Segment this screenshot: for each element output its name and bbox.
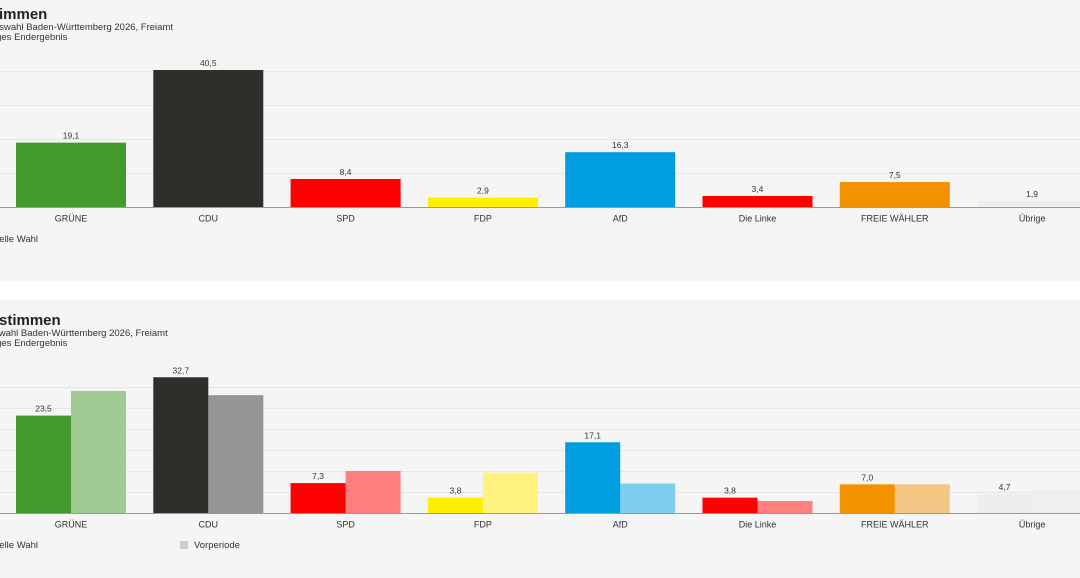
- chart-title: tstimmen: [0, 312, 61, 329]
- category-label: CDU: [199, 214, 219, 224]
- legend-item-previous: Vorperiode: [180, 540, 240, 551]
- data-label: 1,9: [1026, 189, 1038, 199]
- category-label: SPD: [336, 520, 355, 530]
- bar-current: [153, 377, 209, 514]
- data-label: 19,1: [63, 131, 80, 141]
- bar-previous: [894, 484, 950, 514]
- data-label: 2,9: [477, 186, 489, 196]
- category-label: FDP: [474, 214, 492, 224]
- bar-current: [153, 70, 264, 208]
- data-label: 8,4: [340, 167, 352, 177]
- category-label: CDU: [199, 520, 219, 530]
- bar-current: [702, 195, 813, 208]
- bar-current: [16, 415, 71, 514]
- legend-label: uelle Wahl: [0, 234, 39, 245]
- legend-swatch: [180, 541, 188, 549]
- bar-current: [839, 484, 895, 514]
- category-label: AfD: [613, 214, 629, 224]
- chart-title: timmen: [0, 6, 48, 23]
- chart-subtitle-line: swahl Baden-Württemberg 2026, Freiamt: [0, 328, 168, 339]
- bar-current: [977, 493, 1033, 514]
- bar-previous: [345, 471, 401, 514]
- data-label: 7,0: [861, 472, 873, 482]
- data-label: 3,8: [449, 486, 461, 496]
- bar-previous: [1032, 489, 1080, 514]
- category-label: GRÜNE: [55, 520, 88, 530]
- data-label: 17,1: [584, 430, 601, 440]
- data-label: 7,5: [889, 170, 901, 180]
- bar-previous: [208, 395, 264, 514]
- bar-current: [565, 442, 621, 514]
- category-label: SPD: [336, 214, 355, 224]
- bar-current: [16, 142, 126, 208]
- legend-label: uelle Wahl: [0, 540, 39, 551]
- data-label: 3,8: [724, 486, 736, 496]
- data-label: 16,3: [612, 140, 629, 150]
- bar-current: [290, 483, 346, 514]
- bar-current: [565, 152, 676, 208]
- first-vote-chart-panel: timmen gswahl Baden-Württemberg 2026, Fr…: [0, 0, 1080, 281]
- legend-label: Vorperiode: [194, 540, 240, 551]
- data-label: 32,7: [173, 365, 190, 375]
- data-label: 4,7: [999, 482, 1011, 492]
- second-vote-chart-panel: tstimmen swahl Baden-Württemberg 2026, F…: [0, 300, 1080, 578]
- data-label: 7,3: [312, 471, 324, 481]
- bar-current: [702, 497, 758, 514]
- bar-previous: [757, 501, 813, 514]
- data-label: 23,5: [35, 404, 52, 414]
- bar-current: [427, 197, 538, 208]
- category-label: FDP: [474, 520, 492, 530]
- bar-chart: 19,1 GRÜNE 40,5 CDU 8,4 SPD 2,9 FDP 16,3 AfD 3,4 Di…: [0, 58, 1080, 224]
- bar-current: [839, 182, 950, 208]
- chart-subtitle-line: gswahl Baden-Württemberg 2026, Freiamt: [0, 22, 173, 33]
- category-label: FREIE WÄHLER: [861, 520, 929, 530]
- bar-previous: [620, 483, 676, 514]
- bar-current: [977, 201, 1080, 208]
- bar-current: [427, 497, 483, 514]
- grouped-bar-chart: 23,5 GRÜNE 32,7 CDU 7,3 SPD 3,8 FDP 17,1 AfD 3,8 Di…: [0, 365, 1080, 530]
- category-label: Die Linke: [739, 214, 777, 224]
- category-label: AfD: [613, 520, 629, 530]
- legend-item-current: uelle Wahl: [0, 234, 38, 245]
- legend-item-current: uelle Wahl: [0, 540, 38, 551]
- category-label: FREIE WÄHLER: [861, 214, 929, 224]
- bar-previous: [482, 472, 538, 514]
- bar-previous: [71, 391, 126, 514]
- chart-subtitle-line: iges Endergebnis: [0, 32, 68, 43]
- category-label: Übrige: [1019, 214, 1046, 224]
- chart-subtitle-line: iges Endergebnis: [0, 338, 68, 349]
- data-label: 40,5: [200, 58, 217, 68]
- category-label: Die Linke: [739, 520, 777, 530]
- category-label: GRÜNE: [55, 214, 88, 224]
- bar-current: [290, 178, 401, 208]
- data-label: 3,4: [752, 184, 764, 194]
- category-label: Übrige: [1019, 520, 1046, 530]
